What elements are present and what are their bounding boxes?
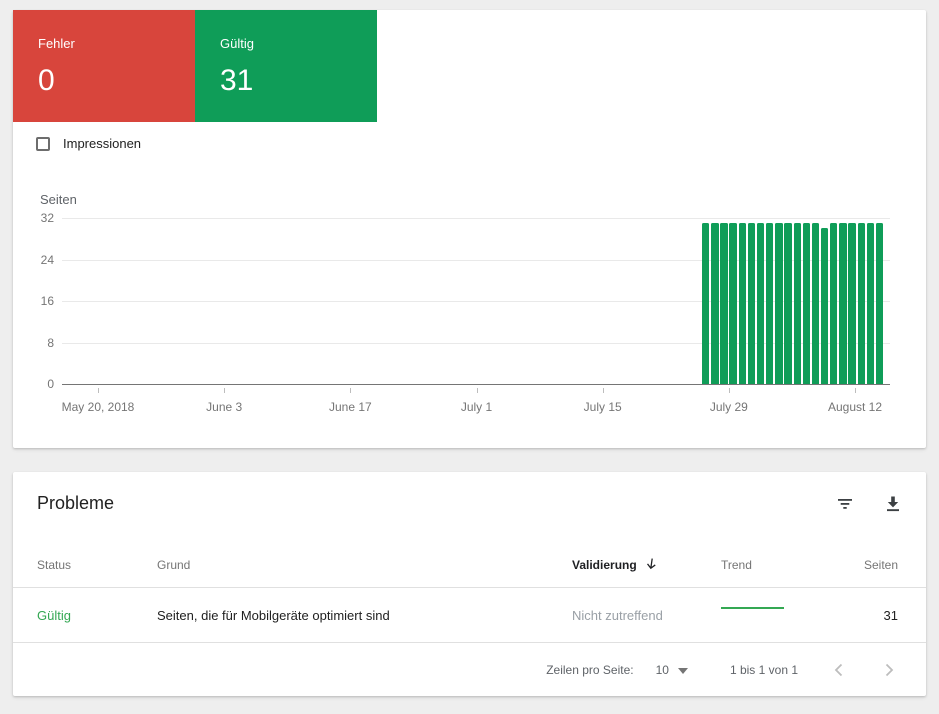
y-tick-label: 0 — [47, 377, 54, 391]
y-tick-label: 8 — [47, 335, 54, 350]
error-chip-label: Fehler — [38, 36, 75, 51]
x-tick-label: August 12 — [827, 400, 883, 414]
gridline — [62, 218, 890, 219]
bar[interactable] — [830, 223, 838, 384]
valid-chip[interactable]: Gültig 31 — [195, 10, 377, 122]
x-tick-label: July 29 — [709, 400, 748, 414]
bar[interactable] — [802, 223, 811, 384]
rows-per-page-label: Zeilen pro Seite: — [546, 662, 634, 677]
bar[interactable] — [820, 228, 829, 384]
bar[interactable] — [848, 223, 856, 384]
bar[interactable] — [775, 223, 783, 384]
next-page-icon[interactable] — [880, 661, 898, 679]
x-tick-mark — [728, 388, 730, 393]
filter-icon[interactable] — [836, 495, 854, 513]
row-status-badge: Gültig — [37, 607, 71, 623]
valid-chip-value: 31 — [220, 64, 254, 97]
row-grund: Seiten, die für Mobilgeräte optimiert si… — [157, 607, 390, 623]
error-chip-value: 0 — [38, 64, 55, 97]
bar[interactable] — [793, 223, 801, 384]
bar[interactable] — [720, 223, 728, 384]
x-tick-label: May 20, 2018 — [61, 400, 135, 414]
column-header-seiten[interactable]: Seiten — [863, 557, 898, 572]
y-tick-label: 16 — [40, 294, 54, 308]
bar[interactable] — [756, 223, 765, 384]
bar[interactable] — [866, 223, 875, 384]
x-tick-mark — [350, 388, 352, 393]
impressions-label: Impressionen — [63, 136, 142, 151]
x-tick-mark — [224, 388, 226, 393]
status-chips: Fehler 0 Gültig 31 — [13, 10, 926, 122]
bar[interactable] — [811, 223, 820, 384]
previous-page-icon[interactable] — [830, 661, 848, 679]
x-tick-mark — [476, 388, 478, 393]
paginator: Zeilen pro Seite: 10 1 bis 1 von 1 — [13, 643, 926, 696]
row-seiten-count: 31 — [883, 607, 898, 623]
table-row[interactable]: Gültig Seiten, die für Mobilgeräte optim… — [13, 588, 926, 643]
bar[interactable] — [702, 223, 710, 384]
row-validierung: Nicht zutreffend — [572, 607, 663, 623]
issues-card: Probleme Status Grund Validierung — [13, 472, 926, 696]
impressions-toggle[interactable]: Impressionen — [36, 136, 141, 151]
page-range-label: 1 bis 1 von 1 — [729, 662, 798, 677]
table-header-row: Status Grund Validierung Trend Seiten — [13, 542, 926, 588]
gridline — [62, 301, 890, 302]
bar[interactable] — [747, 223, 756, 384]
trend-sparkline — [721, 607, 784, 609]
x-tick-label: July 1 — [460, 400, 493, 414]
summary-chart-card: Fehler 0 Gültig 31 Impressionen Seiten 0… — [13, 10, 926, 448]
column-header-grund[interactable]: Grund — [157, 557, 191, 572]
bar[interactable] — [729, 223, 737, 384]
error-chip[interactable]: Fehler 0 — [13, 10, 195, 122]
column-header-trend[interactable]: Trend — [721, 557, 752, 572]
chart-y-axis-title: Seiten — [40, 192, 77, 207]
x-tick-mark — [98, 388, 99, 393]
bar[interactable] — [784, 223, 792, 384]
column-header-status[interactable]: Status — [37, 557, 72, 572]
bar[interactable] — [857, 223, 865, 384]
gridline — [62, 342, 890, 344]
sort-descending-icon — [645, 557, 658, 573]
y-tick-label: 24 — [40, 252, 54, 267]
y-tick-label: 32 — [40, 211, 54, 225]
bar[interactable] — [839, 223, 847, 384]
valid-chip-label: Gültig — [220, 36, 254, 51]
impressions-checkbox[interactable] — [36, 136, 50, 151]
bar[interactable] — [875, 223, 884, 384]
column-header-validierung[interactable]: Validierung — [572, 557, 721, 573]
bar[interactable] — [766, 223, 774, 384]
rows-per-page-select[interactable]: 10 — [656, 663, 688, 677]
bar[interactable] — [738, 223, 746, 384]
x-tick-label: June 17 — [328, 400, 372, 414]
x-tick-label: June 3 — [206, 400, 243, 414]
bar[interactable] — [711, 223, 719, 384]
x-axis-line — [62, 384, 890, 385]
gridline — [62, 259, 890, 261]
issues-title: Probleme — [37, 493, 115, 513]
plot-area: 0 8 16 24 32 May 20, 2018 June 3 June 17 July 1 J… — [41, 211, 890, 414]
x-tick-mark — [855, 388, 857, 393]
x-tick-label: July 15 — [583, 400, 622, 414]
dropdown-caret-icon — [677, 663, 688, 677]
download-icon[interactable] — [884, 495, 902, 513]
x-tick-mark — [602, 388, 604, 393]
